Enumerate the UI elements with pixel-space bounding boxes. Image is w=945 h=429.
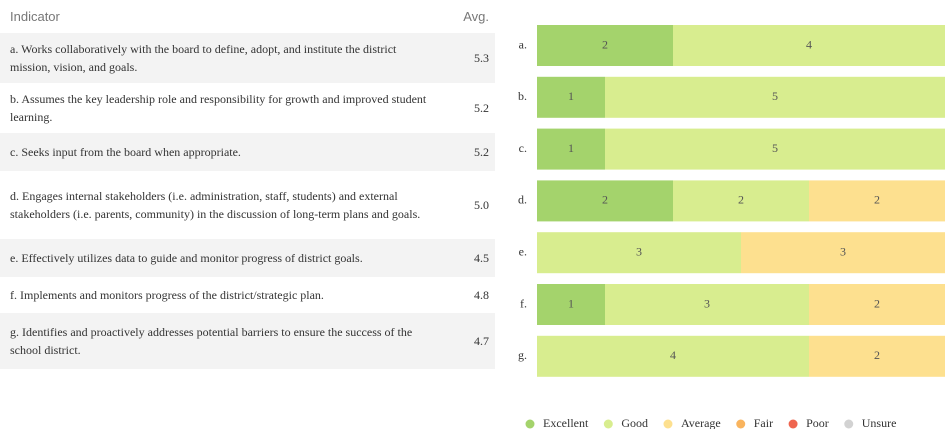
table-row: g. Identifies and proactively addresses … (0, 313, 495, 369)
row-label: b. (518, 89, 527, 103)
segment-label: 5 (772, 89, 778, 103)
indicator-cell: e. Effectively utilizes data to guide an… (10, 251, 363, 265)
bar-segment (537, 180, 673, 222)
indicator-cell: d. Engages internal stakeholders (i.e. a… (10, 189, 421, 221)
segment-label: 4 (806, 37, 812, 51)
indicator-cell: g. Identifies and proactively addresses … (10, 325, 413, 357)
legend-dot (663, 419, 673, 429)
row-label: c. (519, 141, 527, 155)
segment-label: 2 (738, 193, 744, 207)
bar-segment (809, 335, 945, 377)
table-row: d. Engages internal stakeholders (i.e. a… (0, 171, 495, 239)
avg-cell: 5.3 (474, 51, 489, 65)
bar-segment (537, 335, 809, 377)
legend-dot (736, 419, 746, 429)
legend-dot (525, 419, 535, 429)
segment-label: 3 (636, 244, 642, 258)
segment-label: 2 (602, 193, 608, 207)
segment-label: 3 (704, 296, 710, 310)
table: Indicator Avg. a. Works collaboratively … (0, 0, 495, 369)
row-label: d. (518, 193, 527, 207)
avg-cell: 5.0 (474, 198, 489, 212)
bar-segment (537, 284, 605, 325)
bar-segment (809, 284, 945, 325)
table-row: c. Seeks input from the board when appro… (0, 133, 495, 171)
table-row: b. Assumes the key leadership role and r… (0, 83, 495, 133)
segment-label: 2 (874, 348, 880, 362)
indicator-cell: f. Implements and monitors progress of t… (10, 288, 324, 302)
bar-segment (673, 180, 809, 222)
legend-label: Excellent (543, 416, 589, 429)
segment-label: 3 (840, 244, 846, 258)
avg-cell: 5.2 (474, 101, 489, 115)
legend-dot (844, 419, 854, 429)
bar-segment (605, 128, 945, 170)
legend-label: Fair (754, 416, 773, 429)
segment-label: 1 (568, 89, 574, 103)
table-row: e. Effectively utilizes data to guide an… (0, 239, 495, 277)
bar-segment (537, 232, 741, 274)
bar-segment (537, 76, 605, 118)
header-cell: Avg. (463, 9, 489, 24)
segment-label: 1 (568, 296, 574, 310)
segment-label: 5 (772, 141, 778, 155)
legend-label: Poor (806, 416, 829, 429)
segment-label: 2 (874, 193, 880, 207)
bar-segment (809, 180, 945, 222)
bar-segment (537, 25, 673, 66)
legend-label: Good (621, 416, 648, 429)
bar-segment (673, 25, 945, 66)
legend-dot (788, 419, 798, 429)
table-row: a. Works collaboratively with the board … (0, 33, 495, 83)
avg-cell: 4.7 (474, 334, 489, 348)
avg-cell: 4.8 (474, 288, 489, 302)
bar-segment (605, 76, 945, 118)
legend-label: Average (681, 416, 721, 429)
segment-label: 2 (874, 296, 880, 310)
segment-label: 2 (602, 37, 608, 51)
legend-label: Unsure (862, 416, 897, 429)
bar-segment (537, 128, 605, 170)
row-label: f. (520, 296, 527, 310)
legend-dot (603, 419, 613, 429)
row-label: e. (519, 244, 527, 258)
table-row: f. Implements and monitors progress of t… (0, 277, 495, 313)
bar-segment (741, 232, 945, 274)
row-label: a. (519, 37, 527, 51)
bar-segment (605, 284, 809, 325)
chart: a. 2 4 b. 1 5 c. 1 5 d. 2 2 2 e. 3 3 f. 1 3 2 g. 4 2 Excellent G… (518, 25, 945, 429)
indicator-cell: a. Works collaboratively with the board … (10, 42, 397, 74)
row-label: g. (518, 348, 527, 362)
segment-label: 4 (670, 348, 676, 362)
segment-label: 1 (568, 141, 574, 155)
avg-cell: 5.2 (474, 145, 489, 159)
avg-cell: 4.5 (474, 251, 489, 265)
indicator-cell: c. Seeks input from the board when appro… (10, 145, 241, 159)
table-header: Indicator Avg. (0, 0, 495, 33)
header-cell: Indicator (10, 9, 60, 24)
indicator-cell: b. Assumes the key leadership role and r… (10, 92, 427, 124)
